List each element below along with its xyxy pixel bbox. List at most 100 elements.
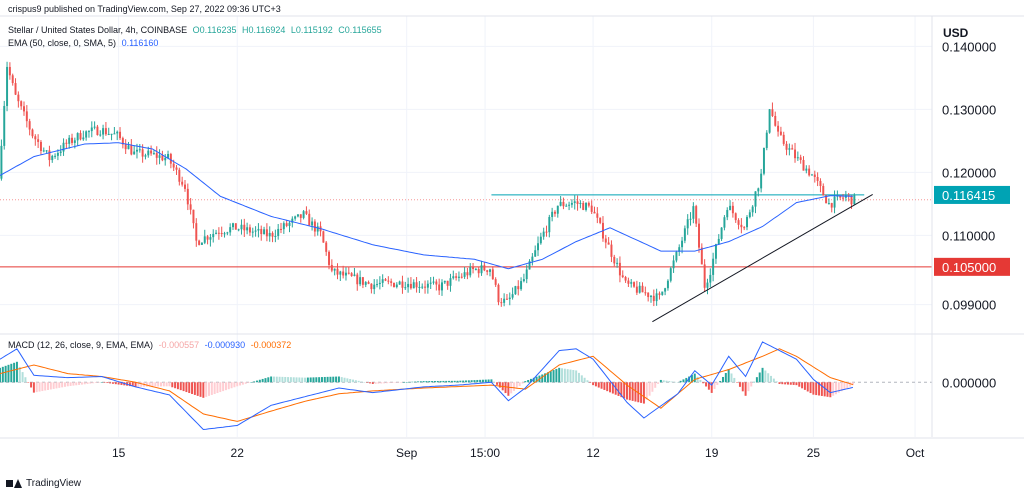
candle-body bbox=[178, 169, 181, 182]
candle-body bbox=[638, 285, 641, 293]
macd-histogram-bar bbox=[38, 382, 41, 392]
macd-histogram-bar bbox=[529, 378, 532, 383]
candle-body bbox=[539, 236, 542, 244]
macd-histogram-bar bbox=[527, 379, 530, 383]
macd-histogram-bar bbox=[450, 380, 453, 383]
macd-label: MACD (12, 26, close, 9, EMA, EMA) bbox=[8, 340, 154, 350]
ema-legend: EMA (50, close, 0, SMA, 5) 0.116160 bbox=[8, 38, 161, 49]
candle-body bbox=[56, 152, 59, 156]
macd-histogram-bar bbox=[109, 382, 112, 384]
candle-body bbox=[802, 159, 805, 171]
candle-body bbox=[754, 191, 757, 207]
candle-body bbox=[133, 151, 136, 155]
candle-body bbox=[782, 134, 785, 144]
candle-body bbox=[435, 281, 438, 285]
macd-histogram-bar bbox=[665, 380, 668, 383]
macd-histogram-bar bbox=[713, 382, 716, 389]
candle-body bbox=[104, 128, 107, 135]
candle-body bbox=[364, 282, 367, 285]
macd-histogram-bar bbox=[106, 382, 109, 384]
candle-body bbox=[449, 278, 452, 286]
candle-body bbox=[627, 280, 630, 284]
macd-histogram-bar bbox=[368, 382, 371, 384]
macd-histogram-bar bbox=[230, 382, 233, 389]
footer-brand: TradingView bbox=[26, 478, 82, 489]
candle-body bbox=[537, 243, 540, 251]
macd-histogram-bar bbox=[83, 382, 86, 385]
macd-histogram-bar bbox=[402, 382, 405, 383]
candle-body bbox=[45, 150, 48, 152]
macd-histogram-bar bbox=[103, 382, 106, 383]
candle-body bbox=[398, 281, 401, 285]
macd-histogram-bar bbox=[515, 382, 518, 389]
macd-histogram-bar bbox=[179, 382, 182, 391]
time-tick-label: 12 bbox=[586, 446, 600, 460]
macd-histogram-bar bbox=[256, 380, 258, 383]
macd-histogram-bar bbox=[671, 381, 674, 383]
macd-histogram-bar bbox=[35, 382, 38, 393]
macd-histogram-bar bbox=[171, 382, 174, 388]
candle-body bbox=[655, 293, 658, 302]
time-tick-label: 25 bbox=[807, 446, 821, 460]
candle-body bbox=[500, 302, 503, 304]
tradingview-logo-icon bbox=[6, 479, 22, 488]
currency-label: USD bbox=[943, 26, 969, 40]
candle-body bbox=[243, 224, 246, 231]
macd-histogram-bar bbox=[323, 376, 326, 383]
candle-body bbox=[248, 227, 251, 233]
macd-histogram-bar bbox=[479, 379, 482, 383]
macd-histogram-bar bbox=[803, 382, 806, 390]
macd-histogram-bar bbox=[49, 382, 52, 390]
macd-histogram-bar bbox=[61, 382, 64, 388]
candle-body bbox=[839, 195, 842, 198]
macd-histogram-bar bbox=[422, 381, 425, 383]
candle-body bbox=[489, 269, 491, 272]
candle-body bbox=[613, 256, 616, 264]
macd-histogram-bar bbox=[335, 376, 338, 383]
candle-body bbox=[189, 204, 192, 210]
macd-histogram-bar bbox=[371, 382, 374, 384]
candle-body bbox=[212, 233, 215, 238]
macd-histogram-bar bbox=[433, 381, 436, 383]
macd-histogram-bar bbox=[250, 382, 253, 383]
candle-body bbox=[421, 286, 424, 288]
candle-body bbox=[418, 286, 421, 288]
candle-body bbox=[367, 282, 370, 284]
candle-body bbox=[325, 242, 328, 252]
macd-histogram-bar bbox=[617, 382, 620, 396]
candle-body bbox=[678, 247, 681, 252]
macd-histogram-bar bbox=[524, 381, 527, 383]
candle-body bbox=[121, 138, 124, 145]
candle-body bbox=[833, 196, 836, 208]
candle-body bbox=[664, 288, 667, 292]
macd-histogram-bar bbox=[366, 382, 369, 383]
macd-histogram-bar bbox=[513, 382, 516, 391]
candle-body bbox=[288, 222, 291, 226]
candle-body bbox=[359, 277, 362, 285]
candle-body bbox=[573, 201, 576, 203]
macd-histogram-bar bbox=[419, 381, 422, 383]
candle-body bbox=[534, 250, 537, 257]
macd-histogram-bar bbox=[165, 382, 168, 387]
candle-body bbox=[48, 150, 51, 161]
candle-body bbox=[8, 66, 11, 76]
macd-histogram-bar bbox=[476, 379, 479, 383]
macd-histogram-bar bbox=[487, 379, 490, 383]
candle-body bbox=[209, 237, 212, 240]
candle-body bbox=[164, 157, 167, 161]
macd-histogram-bar bbox=[572, 370, 575, 383]
macd-histogram-bar bbox=[44, 382, 47, 391]
macd-histogram-bar bbox=[465, 380, 467, 383]
macd-histogram-bar bbox=[320, 377, 323, 383]
macd-histogram-bar bbox=[456, 380, 459, 383]
candle-body bbox=[376, 284, 379, 286]
candle-body bbox=[373, 284, 376, 290]
candle-body bbox=[751, 206, 754, 213]
candle-body bbox=[441, 282, 443, 291]
candle-body bbox=[127, 145, 130, 150]
candle-body bbox=[760, 173, 763, 189]
candle-body bbox=[350, 273, 353, 276]
macd-histogram-bar bbox=[411, 381, 414, 383]
candle-body bbox=[415, 282, 418, 288]
